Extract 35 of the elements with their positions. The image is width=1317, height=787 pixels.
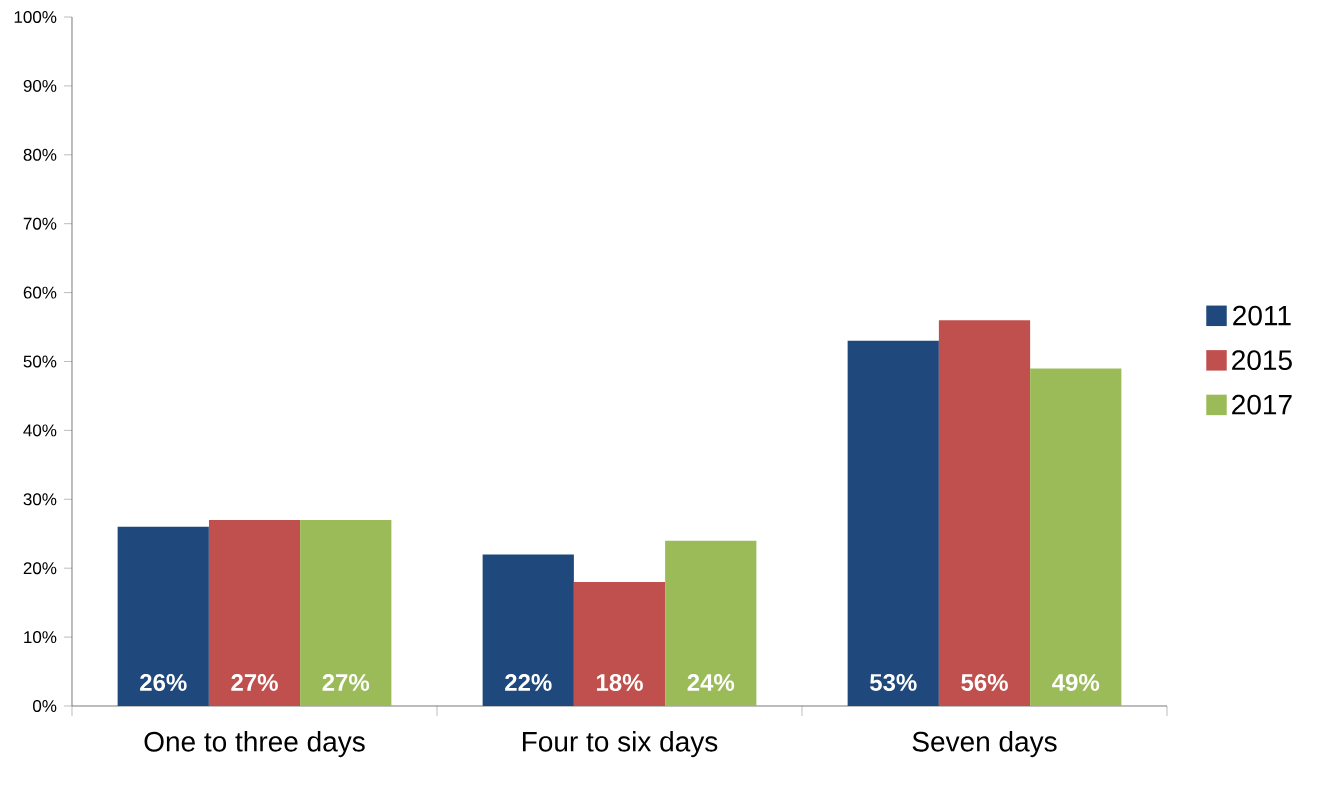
- y-tick-label: 50%: [23, 355, 57, 368]
- y-tick-label: 0%: [33, 699, 57, 713]
- data-label: 24%: [687, 674, 735, 691]
- bar: [300, 519, 392, 706]
- bar: [482, 554, 574, 706]
- x-tick-label: One to three days: [144, 731, 365, 758]
- y-tick-label: 100%: [14, 10, 57, 23]
- data-label: 22%: [505, 674, 552, 691]
- y-tick-label: 90%: [23, 79, 57, 92]
- bar: [117, 526, 209, 706]
- legend-label: 2015: [1232, 350, 1292, 371]
- data-label: 53%: [869, 673, 917, 691]
- data-label: 49%: [1052, 673, 1100, 691]
- data-label: 26%: [140, 673, 187, 691]
- bar: [665, 540, 757, 706]
- bar: [847, 340, 939, 706]
- y-tick-label: 30%: [23, 493, 57, 506]
- bar: [938, 320, 1031, 706]
- y-tick-label: 70%: [23, 217, 57, 230]
- bar: [208, 519, 301, 706]
- data-label: 27%: [322, 674, 370, 691]
- data-label: 18%: [596, 673, 643, 691]
- data-label: 56%: [961, 673, 1008, 691]
- legend-label: 2017: [1232, 394, 1292, 415]
- y-tick-label: 10%: [24, 631, 57, 644]
- y-tick-label: 80%: [23, 148, 57, 161]
- x-tick-label: Four to six days: [522, 731, 718, 758]
- bar: [573, 581, 666, 706]
- legend-label: 2011: [1233, 305, 1291, 326]
- bar: [1030, 368, 1122, 706]
- y-tick-label: 40%: [23, 424, 57, 437]
- x-tick-label: Seven days: [912, 731, 1057, 758]
- data-label: 27%: [231, 674, 278, 691]
- y-tick-label: 20%: [23, 562, 57, 575]
- y-tick-label: 60%: [23, 286, 57, 299]
